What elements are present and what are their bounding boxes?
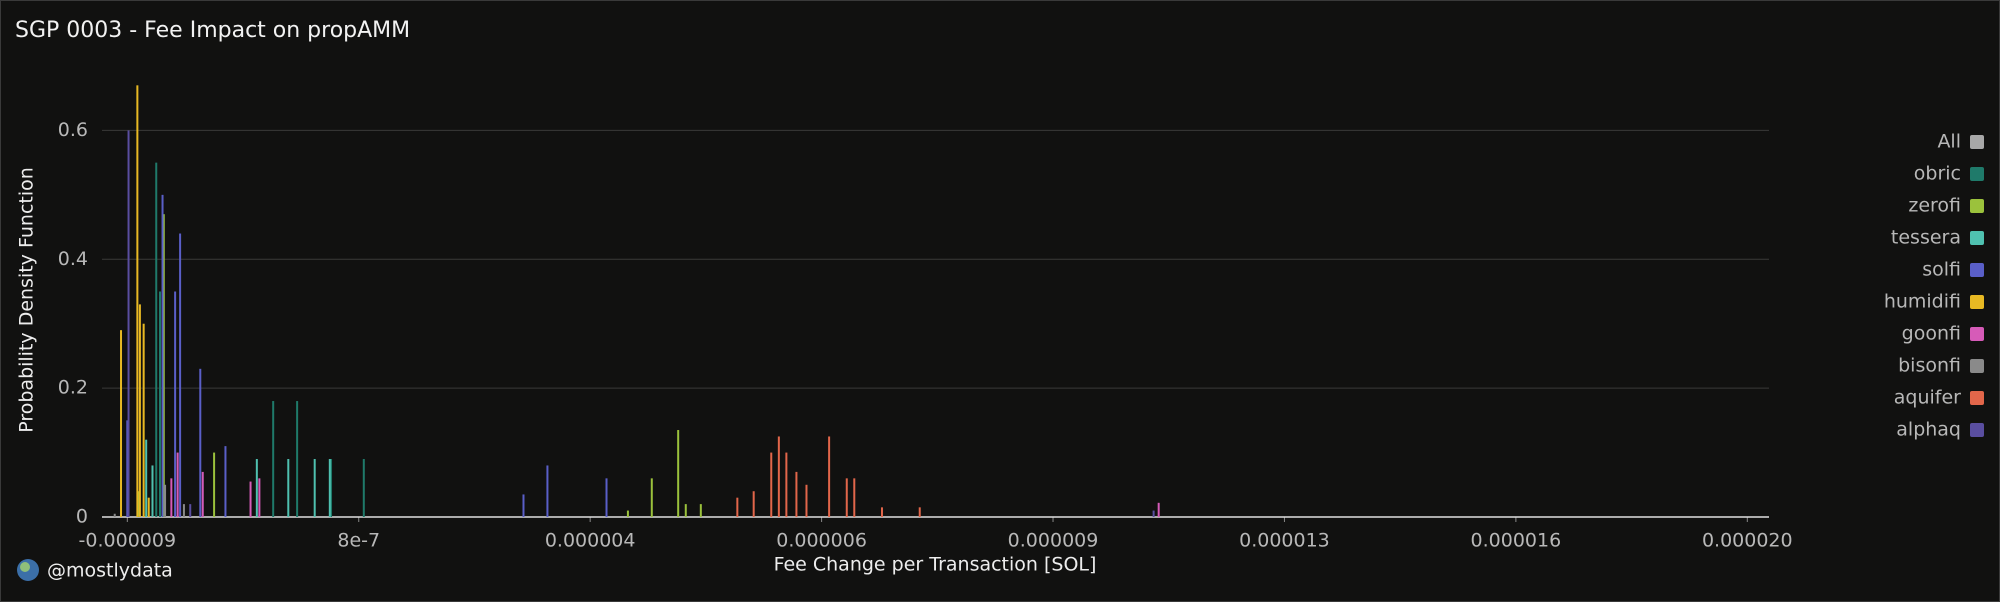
bar <box>699 504 702 517</box>
bar <box>201 471 204 517</box>
bar <box>137 491 140 517</box>
legend-label: tessera <box>1891 227 1961 249</box>
bar <box>249 481 252 517</box>
bar <box>255 459 258 517</box>
bar <box>522 494 525 517</box>
bar <box>155 162 158 517</box>
bar <box>151 465 154 517</box>
bar <box>330 459 333 517</box>
bar <box>179 233 182 517</box>
bar <box>145 439 148 517</box>
bar <box>161 194 164 517</box>
bar <box>189 504 192 517</box>
legend-label: solfi <box>1922 259 1961 281</box>
bar <box>258 478 261 517</box>
legend-swatch <box>1970 391 1984 405</box>
y-tick-label: 0.4 <box>58 248 88 270</box>
legend-label: humidifi <box>1884 291 1961 313</box>
bar <box>626 510 629 517</box>
bar <box>224 446 227 517</box>
bar <box>605 478 608 517</box>
legend-swatch <box>1970 167 1984 181</box>
legend-label: alphaq <box>1896 419 1961 441</box>
bar <box>138 304 141 517</box>
y-tick-label: 0.6 <box>58 119 88 141</box>
x-tick-label: 0.000006 <box>776 530 867 552</box>
x-tick-label: 0.000020 <box>1702 530 1793 552</box>
chart-title: SGP 0003 - Fee Impact on propAMM <box>15 18 410 43</box>
bar <box>777 436 780 517</box>
bar <box>296 401 299 517</box>
legend-swatch <box>1970 423 1984 437</box>
legend-swatch <box>1970 327 1984 341</box>
footer-icon <box>17 559 39 581</box>
bar <box>880 507 883 517</box>
bar <box>126 420 129 517</box>
legend-label: zerofi <box>1908 195 1961 217</box>
bar <box>795 471 798 517</box>
bar <box>113 513 116 517</box>
legend-label: goonfi <box>1902 323 1961 345</box>
bar <box>362 459 365 517</box>
bar <box>199 368 202 517</box>
bar <box>752 491 755 517</box>
legend-swatch <box>1970 295 1984 309</box>
bar <box>684 504 687 517</box>
x-tick-label: 8e-7 <box>337 530 380 552</box>
bar <box>805 484 808 517</box>
legend-label: All <box>1937 131 1961 153</box>
bar <box>174 291 177 517</box>
bar <box>170 478 173 517</box>
legend-swatch <box>1970 231 1984 245</box>
bar <box>546 465 549 517</box>
y-axis-label: Probability Density Function <box>16 167 38 433</box>
bar <box>164 484 167 517</box>
legend-swatch <box>1970 263 1984 277</box>
bar <box>785 452 788 517</box>
legend-label: aquifer <box>1894 387 1961 409</box>
bar <box>828 436 831 517</box>
bar <box>127 130 130 517</box>
x-tick-label: 0.000016 <box>1471 530 1562 552</box>
bar <box>147 497 150 517</box>
legend-swatch <box>1970 199 1984 213</box>
y-tick-label: 0.2 <box>58 377 88 399</box>
bar <box>182 504 185 517</box>
bar <box>159 291 162 517</box>
bar <box>120 330 123 517</box>
bar <box>272 401 275 517</box>
x-tick-label: 0.000009 <box>1008 530 1099 552</box>
bar <box>677 430 680 517</box>
y-tick-label: 0 <box>76 506 88 528</box>
bar <box>770 452 773 517</box>
bar <box>176 452 179 517</box>
bar <box>328 459 331 517</box>
x-tick-label: 0.000013 <box>1239 530 1330 552</box>
legend-label: obric <box>1914 163 1961 185</box>
x-tick-label: -0.000009 <box>79 530 177 552</box>
bar <box>650 478 653 517</box>
bar <box>136 85 139 517</box>
legend-swatch <box>1970 135 1984 149</box>
bar <box>287 459 290 517</box>
bar <box>1157 502 1160 517</box>
bar <box>918 507 921 517</box>
bar <box>853 478 856 517</box>
bar <box>313 459 316 517</box>
bar <box>736 497 739 517</box>
bar <box>142 323 145 517</box>
x-tick-label: 0.000004 <box>545 530 636 552</box>
legend-swatch <box>1970 359 1984 373</box>
bar <box>213 452 216 517</box>
footer: @mostlydata <box>47 560 173 582</box>
bar <box>162 214 165 517</box>
bar <box>845 478 848 517</box>
x-axis-label: Fee Change per Transaction [SOL] <box>774 554 1097 576</box>
legend-label: bisonfi <box>1898 355 1961 377</box>
bar <box>1152 510 1155 517</box>
